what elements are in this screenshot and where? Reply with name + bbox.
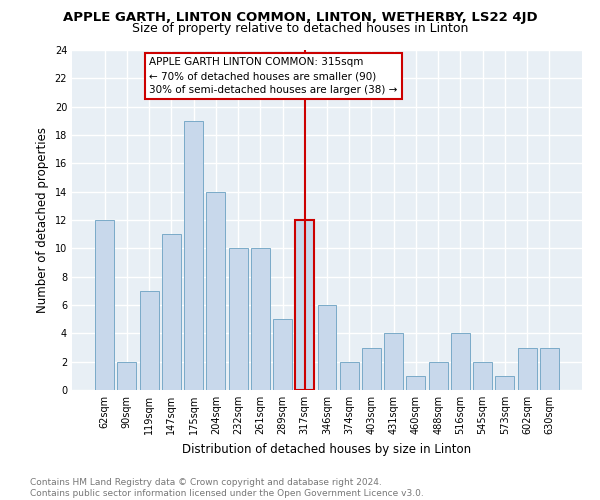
Bar xyxy=(429,362,448,390)
Bar xyxy=(496,376,514,390)
Bar xyxy=(473,362,492,390)
Bar xyxy=(518,348,536,390)
Bar xyxy=(273,319,292,390)
Bar xyxy=(451,334,470,390)
Bar xyxy=(206,192,225,390)
Bar xyxy=(295,220,314,390)
Bar xyxy=(362,348,381,390)
Bar xyxy=(406,376,425,390)
Text: Contains HM Land Registry data © Crown copyright and database right 2024.
Contai: Contains HM Land Registry data © Crown c… xyxy=(30,478,424,498)
Bar xyxy=(140,291,158,390)
Text: APPLE GARTH, LINTON COMMON, LINTON, WETHERBY, LS22 4JD: APPLE GARTH, LINTON COMMON, LINTON, WETH… xyxy=(62,11,538,24)
Bar xyxy=(95,220,114,390)
Bar xyxy=(162,234,181,390)
Bar xyxy=(184,121,203,390)
Bar xyxy=(340,362,359,390)
X-axis label: Distribution of detached houses by size in Linton: Distribution of detached houses by size … xyxy=(182,442,472,456)
Bar xyxy=(229,248,248,390)
Bar xyxy=(118,362,136,390)
Text: Size of property relative to detached houses in Linton: Size of property relative to detached ho… xyxy=(132,22,468,35)
Y-axis label: Number of detached properties: Number of detached properties xyxy=(36,127,49,313)
Bar xyxy=(540,348,559,390)
Bar xyxy=(384,334,403,390)
Bar xyxy=(251,248,270,390)
Bar xyxy=(317,305,337,390)
Text: APPLE GARTH LINTON COMMON: 315sqm
← 70% of detached houses are smaller (90)
30% : APPLE GARTH LINTON COMMON: 315sqm ← 70% … xyxy=(149,57,397,95)
